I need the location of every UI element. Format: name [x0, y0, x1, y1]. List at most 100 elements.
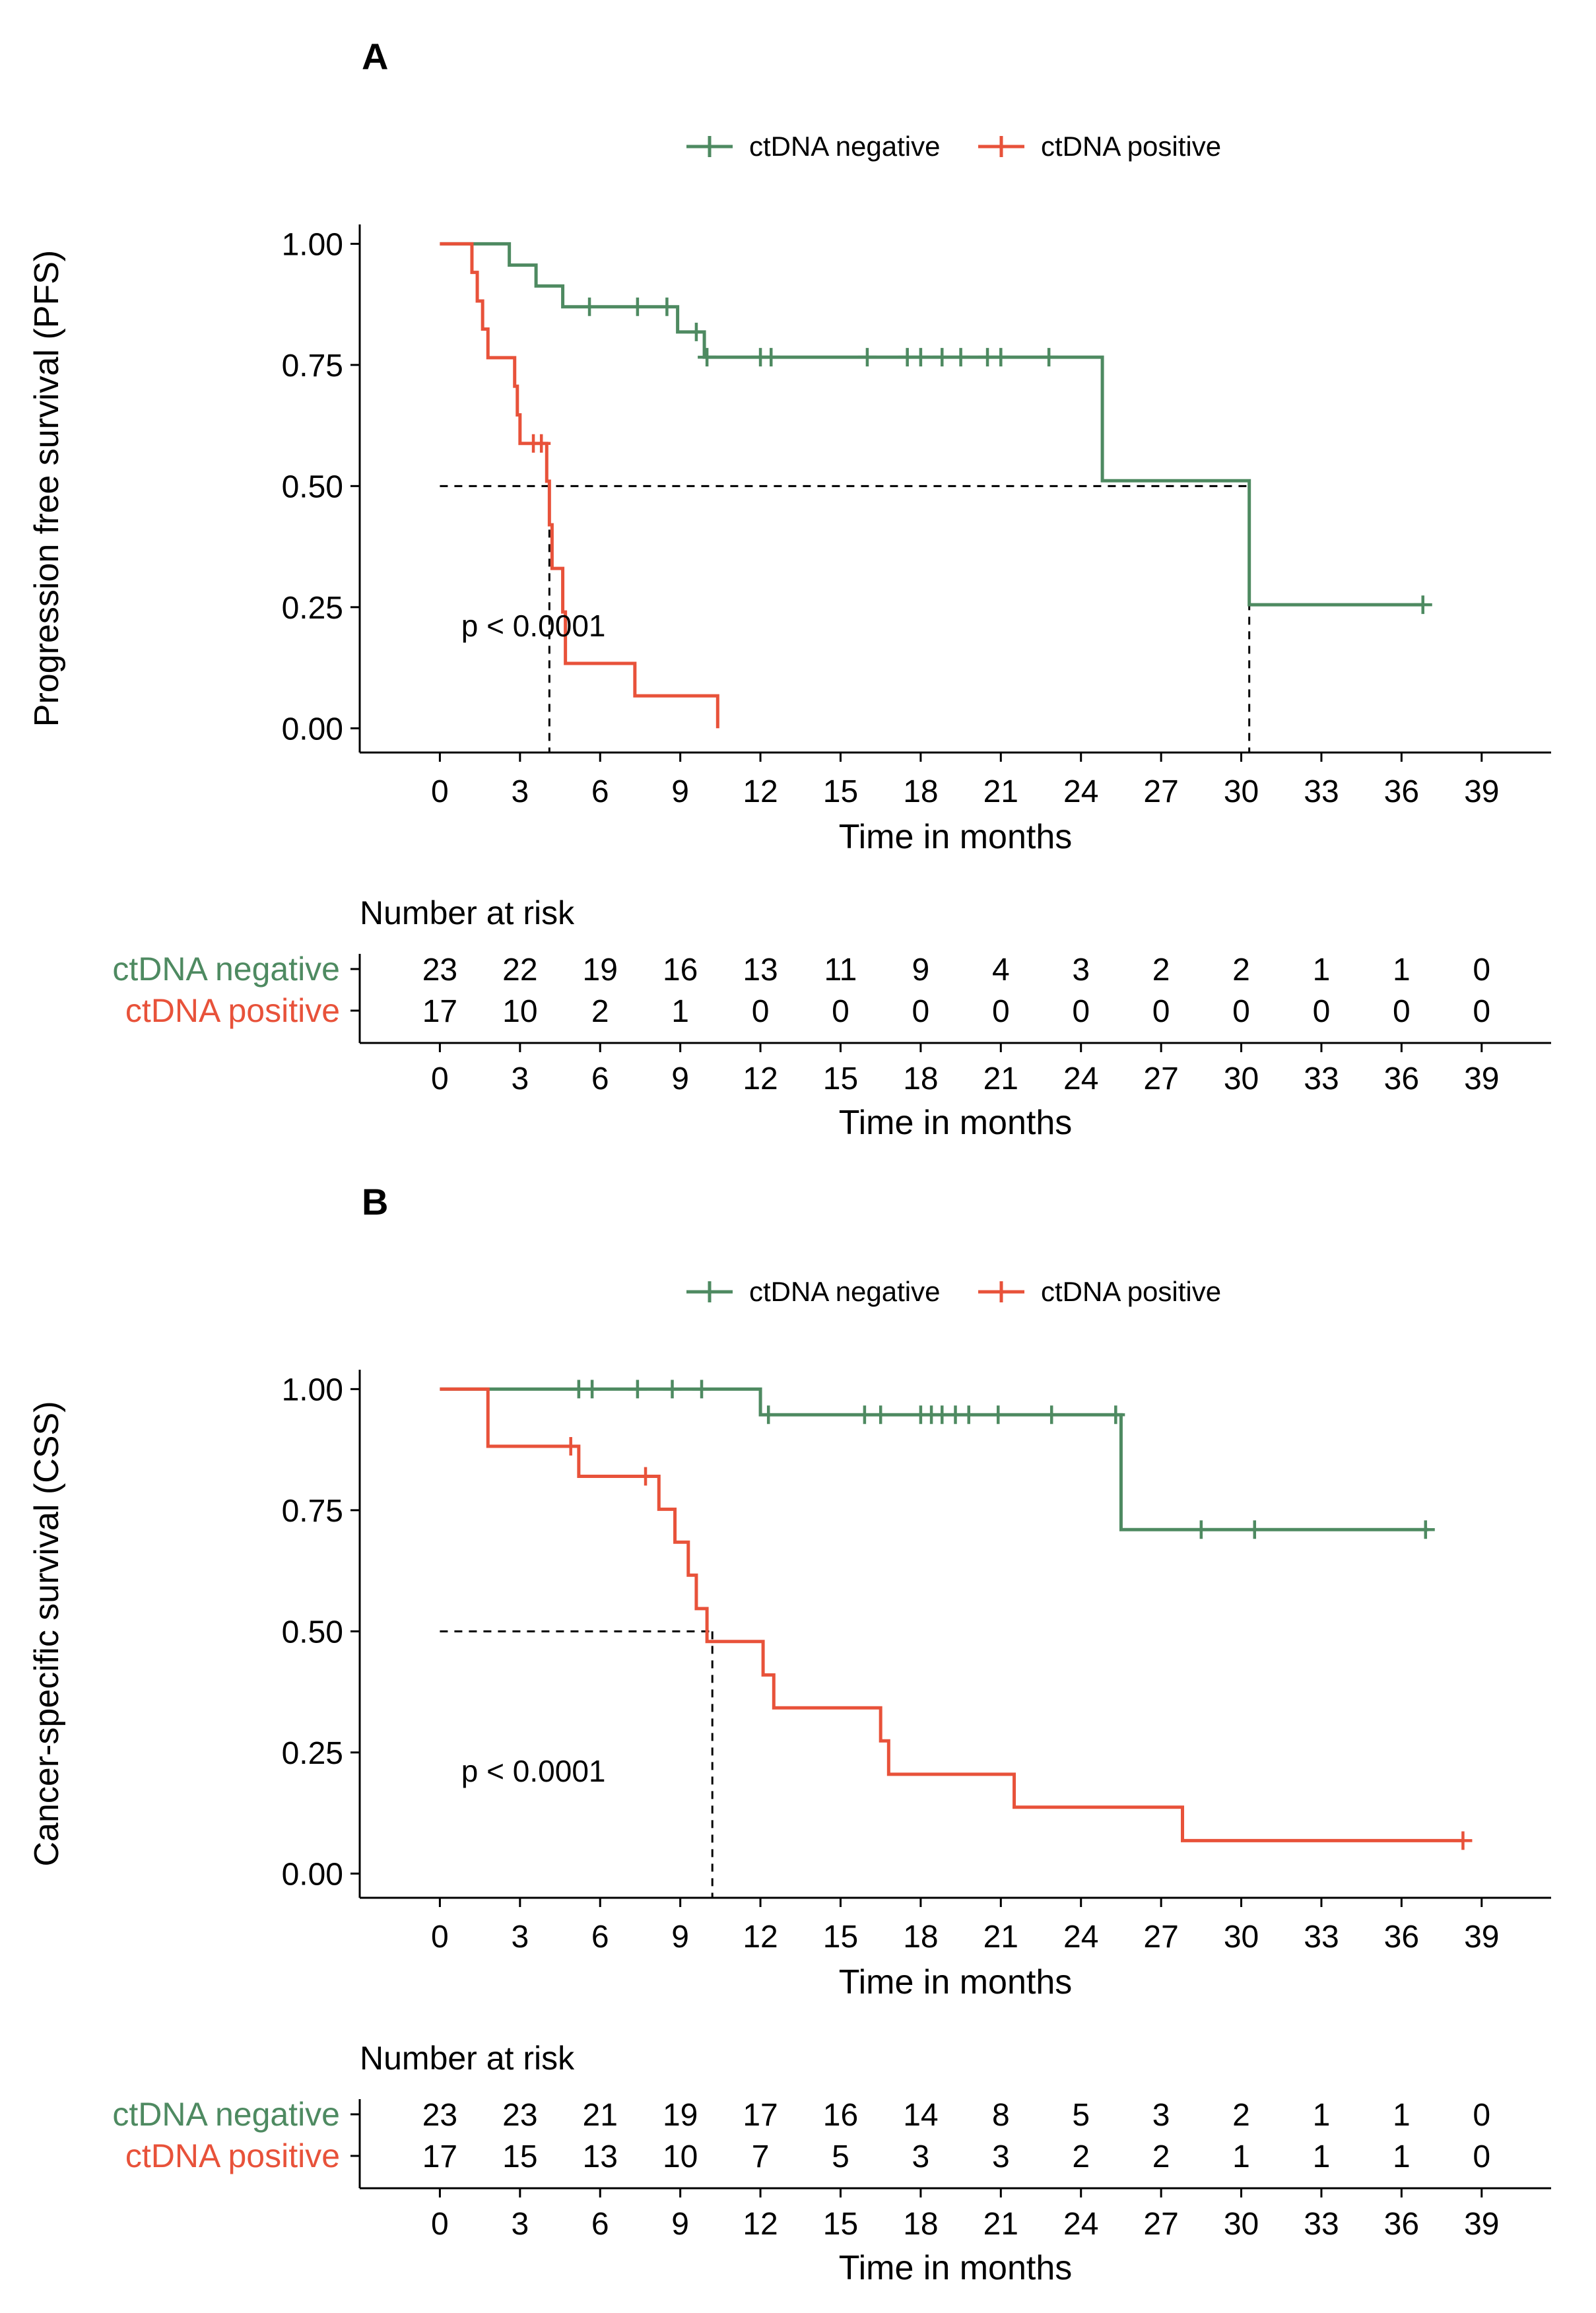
risk-table-tick-label: 12 — [743, 2207, 778, 2242]
risk-table-tick-label: 39 — [1464, 2207, 1499, 2242]
p-value-annotation: p < 0.0001 — [461, 609, 606, 643]
risk-count: 5 — [1072, 2098, 1090, 2133]
risk-table-tick-label: 36 — [1384, 1061, 1419, 1096]
censor-mark-negative — [698, 348, 717, 367]
x-tick-label: 36 — [1384, 1920, 1419, 1955]
risk-count: 10 — [502, 994, 537, 1029]
risk-count: 7 — [752, 2139, 770, 2174]
y-tick-label: 0.00 — [282, 712, 343, 747]
censor-mark-negative — [580, 297, 599, 316]
y-tick-label: 0.50 — [282, 469, 343, 504]
censor-mark-negative — [759, 1405, 778, 1425]
x-tick-label: 33 — [1304, 774, 1339, 809]
x-tick-label: 9 — [671, 774, 689, 809]
x-axis-label: Time in months — [839, 1963, 1073, 2001]
risk-table-tick-label: 18 — [903, 1061, 938, 1096]
risk-count: 0 — [1072, 994, 1090, 1029]
x-tick-label: 39 — [1464, 774, 1499, 809]
x-tick-label: 36 — [1384, 774, 1419, 809]
risk-count: 1 — [671, 994, 689, 1029]
risk-table-tick-label: 24 — [1063, 1061, 1098, 1096]
censor-mark-negative — [911, 348, 930, 367]
risk-count: 17 — [743, 2098, 778, 2133]
km-curve-negative — [440, 242, 1423, 607]
risk-count: 0 — [912, 994, 930, 1029]
y-axis-label: Progression free survival (PFS) — [28, 250, 66, 727]
y-tick-label: 0.25 — [282, 1736, 343, 1771]
x-tick-label: 0 — [431, 1920, 449, 1955]
risk-count: 23 — [422, 953, 457, 988]
risk-table-tick-label: 3 — [511, 2207, 529, 2242]
risk-row-label-negative: ctDNA negative — [112, 2096, 340, 2133]
x-tick-label: 30 — [1224, 774, 1259, 809]
risk-count: 10 — [663, 2139, 698, 2174]
x-tick-label: 27 — [1143, 1920, 1178, 1955]
risk-table-title: Number at risk — [360, 894, 575, 931]
x-tick-label: 24 — [1063, 1920, 1098, 1955]
risk-count: 19 — [663, 2098, 698, 2133]
risk-count: 3 — [1072, 953, 1090, 988]
risk-table-tick-label: 0 — [431, 1061, 449, 1096]
km-curve-positive — [440, 242, 719, 729]
risk-table-tick-label: 3 — [511, 1061, 529, 1096]
risk-count: 2 — [1232, 2098, 1250, 2133]
x-tick-label: 3 — [511, 774, 529, 809]
risk-table-tick-label: 6 — [591, 1061, 609, 1096]
risk-count: 22 — [502, 953, 537, 988]
risk-table-title: Number at risk — [360, 2040, 575, 2077]
risk-count: 1 — [1313, 2139, 1331, 2174]
risk-table-x-label: Time in months — [839, 1104, 1073, 1142]
risk-count: 4 — [992, 953, 1010, 988]
risk-table-tick-label: 24 — [1063, 2207, 1098, 2242]
censor-mark-positive — [1453, 1831, 1473, 1850]
censor-mark-negative — [959, 1405, 978, 1425]
x-tick-label: 15 — [823, 1920, 858, 1955]
y-tick-label: 1.00 — [282, 227, 343, 262]
risk-table-tick-label: 27 — [1143, 1061, 1178, 1096]
y-axis-label: Cancer-specific survival (CSS) — [28, 1401, 66, 1866]
risk-count: 0 — [1473, 994, 1490, 1029]
risk-count: 17 — [422, 2139, 457, 2174]
censor-mark-negative — [857, 348, 877, 367]
censor-mark-negative — [855, 1405, 874, 1425]
panel-title-b: B — [362, 1181, 388, 1223]
km-curve-negative — [440, 1387, 1428, 1531]
risk-count: 9 — [912, 953, 930, 988]
risk-table-tick-label: 27 — [1143, 2207, 1178, 2242]
risk-count: 0 — [1313, 994, 1331, 1029]
legend-label-positive: ctDNA positive — [1041, 131, 1221, 162]
risk-count: 2 — [1152, 2139, 1170, 2174]
risk-row-label-positive: ctDNA positive — [125, 992, 340, 1029]
censor-mark-negative — [1106, 1405, 1125, 1425]
risk-count: 0 — [832, 994, 849, 1029]
risk-count: 1 — [1313, 953, 1331, 988]
x-tick-label: 30 — [1224, 1920, 1259, 1955]
x-axis-label: Time in months — [839, 818, 1073, 856]
censor-mark-negative — [692, 1380, 712, 1399]
x-tick-label: 18 — [903, 774, 938, 809]
risk-table-tick-label: 6 — [591, 2207, 609, 2242]
censor-mark-negative — [933, 348, 952, 367]
risk-count: 13 — [583, 2139, 618, 2174]
risk-table-tick-label: 12 — [743, 1061, 778, 1096]
risk-count: 11 — [824, 953, 857, 988]
y-tick-label: 0.00 — [282, 1857, 343, 1892]
risk-count: 3 — [1152, 2098, 1170, 2133]
censor-mark-negative — [1191, 1520, 1211, 1539]
risk-count: 23 — [422, 2098, 457, 2133]
risk-table-tick-label: 0 — [431, 2207, 449, 2242]
risk-count: 2 — [1232, 953, 1250, 988]
risk-count: 1 — [1313, 2098, 1331, 2133]
risk-table-tick-label: 21 — [983, 1061, 1018, 1096]
y-tick-label: 0.75 — [282, 1494, 343, 1529]
censor-mark-positive — [532, 434, 551, 453]
x-tick-label: 33 — [1304, 1920, 1339, 1955]
risk-count: 0 — [1473, 2098, 1490, 2133]
risk-table-tick-label: 21 — [983, 2207, 1018, 2242]
x-tick-label: 0 — [431, 774, 449, 809]
y-tick-label: 0.50 — [282, 1615, 343, 1650]
risk-table-tick-label: 36 — [1384, 2207, 1419, 2242]
risk-count: 21 — [583, 2098, 618, 2133]
x-tick-label: 21 — [983, 774, 1018, 809]
